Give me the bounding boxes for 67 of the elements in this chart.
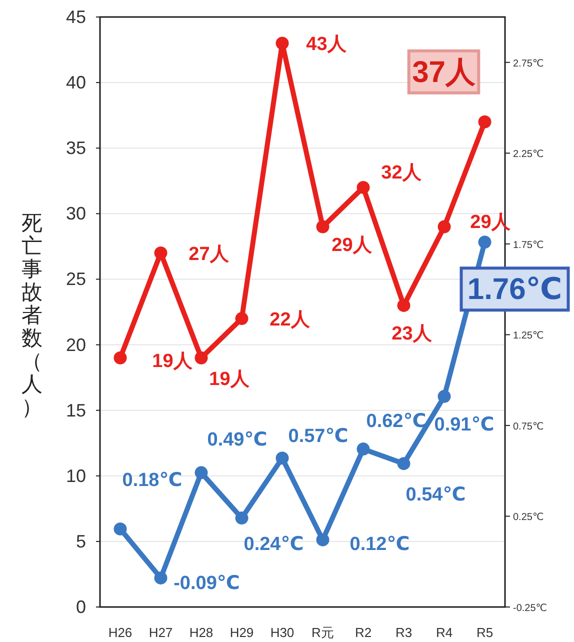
y-tick-label: 20 [66, 334, 86, 355]
point [276, 452, 289, 465]
data-label: 32人 [381, 162, 422, 184]
y2-tick-label: 1.25℃ [513, 330, 544, 342]
y2-tick-label: 0.75℃ [513, 421, 544, 432]
data-label: 0.18℃ [122, 470, 182, 491]
y-tick-label: 5 [76, 531, 86, 552]
x-tick-label: H27 [148, 625, 173, 640]
point [114, 351, 127, 364]
data-label: 29人 [332, 234, 373, 256]
x-tick-label: H26 [108, 625, 132, 640]
point [114, 522, 127, 536]
point [194, 351, 208, 364]
data-label: 0.57℃ [288, 426, 348, 448]
y-tick-label: 35 [66, 138, 86, 158]
point [316, 220, 330, 234]
point [235, 512, 248, 525]
y2-tick-label: -0.25℃ [513, 603, 548, 614]
y2-tick-label: 2.25℃ [513, 149, 544, 160]
x-tick-label: R元 [312, 625, 334, 640]
ylabel: 死亡事故者数（人） [22, 212, 42, 419]
data-label: 19人 [152, 350, 194, 372]
data-label: 19人 [209, 368, 250, 390]
point [194, 466, 208, 480]
y2-tick-label: 1.75℃ [513, 240, 544, 251]
y-tick-label: 45 [66, 7, 86, 27]
data-label: 37人 [412, 56, 476, 89]
data-label: 0.91℃ [434, 414, 494, 436]
y-tick-label: 15 [66, 400, 86, 420]
x-tick-label: R5 [476, 625, 494, 640]
point [276, 36, 289, 50]
point [438, 220, 451, 234]
y-tick-label: 0 [76, 597, 86, 617]
data-label: -0.09℃ [174, 572, 240, 594]
point [397, 457, 410, 470]
point [478, 236, 492, 249]
x-tick-label: H29 [230, 625, 254, 640]
data-label: 1.76℃ [467, 273, 562, 306]
data-label: 0.24℃ [244, 534, 304, 556]
point [316, 533, 330, 546]
point [356, 442, 370, 456]
data-label: 0.54℃ [406, 484, 466, 506]
data-label: 0.49℃ [207, 430, 268, 451]
x-tick-label: R3 [395, 625, 412, 640]
data-label: 0.62℃ [366, 411, 426, 432]
point [356, 180, 370, 194]
x-tick-label: H28 [189, 625, 214, 640]
y2-tick-label: 0.25℃ [513, 512, 544, 524]
y-tick-label: 25 [66, 269, 86, 290]
y-tick-label: 40 [66, 72, 86, 93]
point [235, 312, 248, 326]
y2-tick-label: 2.75℃ [513, 58, 544, 70]
point [478, 115, 492, 128]
data-label: 22人 [270, 310, 311, 331]
x-tick-label: H30 [270, 625, 294, 640]
data-label: 43人 [306, 34, 348, 56]
point [154, 571, 168, 584]
y-tick-label: 30 [66, 204, 86, 224]
point [438, 390, 451, 403]
point [154, 246, 168, 260]
data-label: 0.12℃ [350, 534, 410, 555]
data-label: 23人 [392, 323, 433, 344]
y-tick-label: 10 [66, 466, 86, 486]
x-tick-label: R2 [354, 625, 372, 640]
point [397, 298, 410, 312]
x-tick-label: R4 [436, 625, 453, 640]
data-label: 27人 [188, 244, 230, 265]
